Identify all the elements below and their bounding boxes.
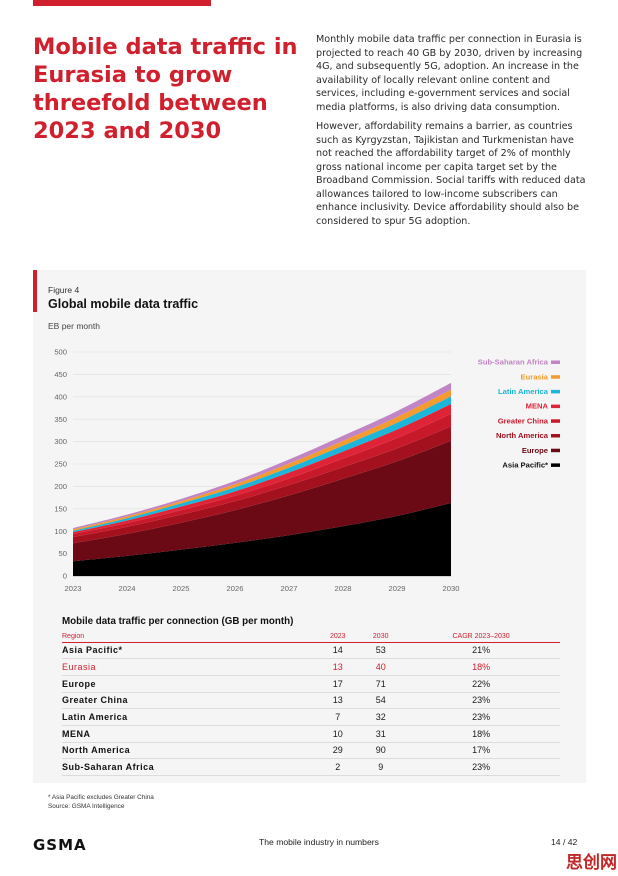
page-headline: Mobile data traffic in Eurasia to grow t… — [33, 33, 308, 145]
cell-2030: 71 — [359, 675, 403, 693]
cell-2023: 10 — [316, 725, 360, 743]
cell-cagr: 23% — [402, 692, 560, 710]
table-row: Eurasia 13 40 18% — [62, 658, 560, 676]
cell-region: Asia Pacific* — [62, 642, 317, 660]
footnote-source: Source: GSMA Intelligence — [48, 803, 125, 810]
table-title: Mobile data traffic per connection (GB p… — [62, 616, 294, 627]
headline-line: Mobile data traffic in — [33, 34, 298, 60]
watermark-logo: 思创网 — [566, 853, 617, 872]
figure-title: Global mobile data traffic — [48, 297, 199, 311]
footer-text: The mobile industry in numbers — [259, 837, 379, 847]
cell-cagr: 23% — [402, 758, 560, 776]
intro-text: Monthly mobile data traffic per connecti… — [316, 33, 591, 234]
cell-2023: 2 — [316, 758, 360, 776]
traffic-per-connection-table: Region 2023 2030 CAGR 2023–2030 Asia Pac… — [62, 631, 560, 776]
table-row: Asia Pacific* 14 53 21% — [62, 642, 560, 660]
cell-region: Europe — [62, 675, 317, 693]
header-region: Region — [62, 631, 317, 643]
header-2030: 2030 — [359, 631, 403, 643]
cell-2023: 13 — [316, 658, 360, 676]
cell-2023: 14 — [316, 642, 360, 660]
cell-2030: 40 — [359, 658, 403, 676]
table-row: Sub-Saharan Africa 2 9 23% — [62, 758, 560, 776]
table-row: Latin America 7 32 23% — [62, 708, 560, 726]
headline-line: threefold between — [33, 90, 268, 116]
cell-region: Sub-Saharan Africa — [62, 758, 317, 776]
footnotes: * Asia Pacific excludes Greater China So… — [48, 793, 154, 811]
cell-cagr: 23% — [402, 708, 560, 726]
cell-region: MENA — [62, 725, 317, 743]
cell-region: Greater China — [62, 692, 317, 710]
header-2023: 2023 — [316, 631, 360, 643]
intro-paragraph: However, affordability remains a barrier… — [316, 121, 586, 227]
cell-2030: 31 — [359, 725, 403, 743]
cell-cagr: 21% — [402, 642, 560, 660]
gsma-logo: GSMA — [33, 836, 87, 854]
cell-cagr: 22% — [402, 675, 560, 693]
table-header-row: Region 2023 2030 CAGR 2023–2030 — [62, 631, 560, 643]
cell-cagr: 18% — [402, 658, 560, 676]
cell-2030: 90 — [359, 742, 403, 760]
figure-accent-bar — [33, 270, 37, 312]
page-number: 14 / 42 — [551, 837, 578, 847]
table-row: MENA 10 31 18% — [62, 725, 560, 743]
cell-cagr: 18% — [402, 725, 560, 743]
cell-2023: 29 — [316, 742, 360, 760]
figure-label: Figure 4 — [48, 285, 80, 295]
cell-2023: 7 — [316, 708, 360, 726]
headline-line: Eurasia to grow — [33, 62, 233, 88]
cell-2030: 53 — [359, 642, 403, 660]
cell-region: North America — [62, 742, 317, 760]
top-accent-bar — [33, 0, 211, 6]
cell-2030: 54 — [359, 692, 403, 710]
table-row: Europe 17 71 22% — [62, 675, 560, 693]
table-row: Greater China 13 54 23% — [62, 692, 560, 710]
table-row: North America 29 90 17% — [62, 742, 560, 760]
header-cagr: CAGR 2023–2030 — [402, 631, 560, 643]
cell-region: Latin America — [62, 708, 317, 726]
cell-2030: 32 — [359, 708, 403, 726]
y-axis-unit: EB per month — [48, 321, 100, 331]
cell-2023: 13 — [316, 692, 360, 710]
cell-2023: 17 — [316, 675, 360, 693]
cell-2030: 9 — [359, 758, 403, 776]
headline-line: 2023 and 2030 — [33, 118, 222, 144]
cell-region: Eurasia — [62, 658, 317, 676]
footnote-asia: * Asia Pacific excludes Greater China — [48, 794, 154, 801]
cell-cagr: 17% — [402, 742, 560, 760]
intro-paragraph: Monthly mobile data traffic per connecti… — [316, 34, 583, 113]
